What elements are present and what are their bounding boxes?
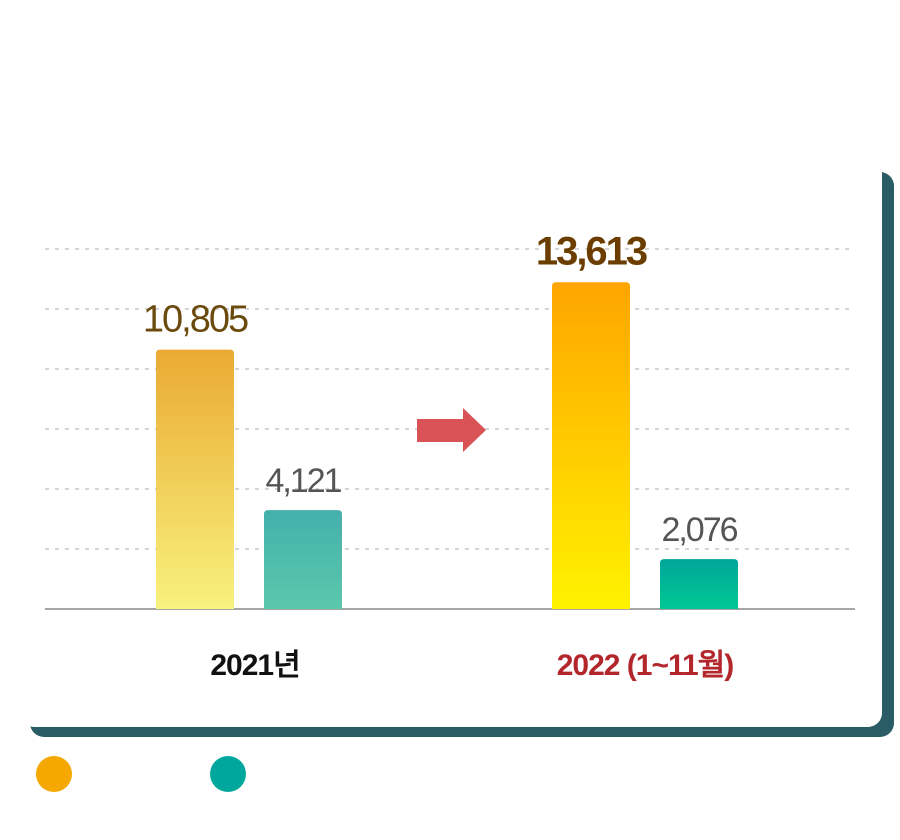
legend-swatch-orange [36,756,72,792]
trend-arrow-icon [417,408,486,452]
card-panel [20,160,882,727]
legend-swatch-teal [210,756,246,792]
bar-series2-2022 [660,559,738,609]
value-label-series2-2021: 4,121 [265,462,341,500]
value-label-series1-2022: 13,613 [536,229,647,273]
value-label-series2-2022: 2,076 [661,511,737,549]
bar-series2-2021 [264,510,342,609]
value-labels-layer: 10,805 13,613 4,121 2,076 [143,229,740,549]
category-label-2021: 2021년 [210,649,299,682]
value-label-series1-2021: 10,805 [143,299,248,341]
bar-series1-2021 [156,349,234,609]
card-top-cover [20,160,875,174]
category-label-2022: 2022 (1~11월) [557,649,734,682]
bars-layer [156,282,738,609]
bar-series1-2022 [552,282,630,609]
